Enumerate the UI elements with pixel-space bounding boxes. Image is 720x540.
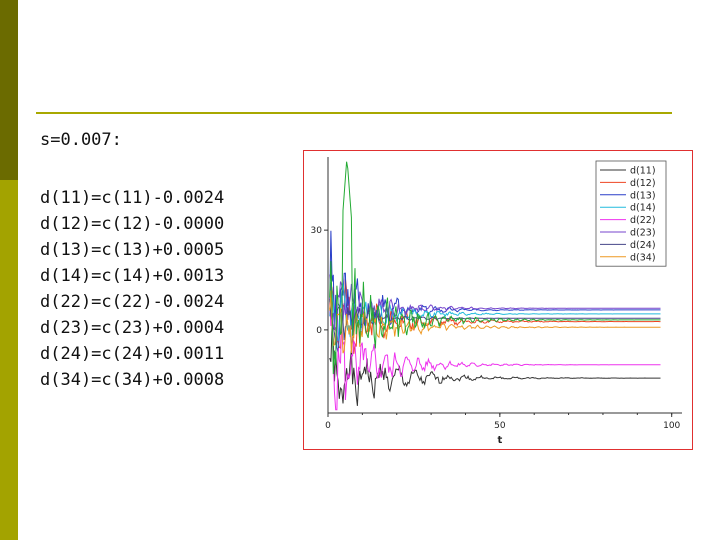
x-tick-label-2: 100 <box>663 421 680 431</box>
page-heading: s=0.007: <box>40 130 122 150</box>
equation-d11: d(11)=c(11)-0.0024 <box>40 188 225 208</box>
legend-label-2: d(13) <box>630 190 656 201</box>
chart-frame: 0 50 100 0 30 t d(11) d(12) d(13) d(14) d(22) d(23)… <box>303 150 693 450</box>
legend-label-5: d(23) <box>630 228 656 239</box>
equation-d13: d(13)=c(13)+0.0005 <box>40 240 225 260</box>
x-tick-label-1: 50 <box>494 421 506 431</box>
series-line-5 <box>329 274 661 343</box>
x-axis-label: t <box>497 435 502 446</box>
legend-box <box>595 160 667 267</box>
equation-d23: d(23)=c(23)+0.0004 <box>40 318 225 338</box>
equation-d12: d(12)=c(12)-0.0000 <box>40 214 225 234</box>
legend-label-1: d(12) <box>630 178 656 189</box>
series-line-4 <box>329 302 661 411</box>
line-chart: 0 50 100 0 30 t d(11)d(12)d(13) d(14)d(22) d(23)… <box>311 157 682 446</box>
series-line-0 <box>329 325 661 406</box>
sidebar-accent-dark <box>0 0 18 180</box>
legend-label-4: d(22) <box>630 215 656 226</box>
sidebar-accent-light <box>0 180 18 540</box>
y-tick-label-0: 0 <box>316 326 322 336</box>
series-line-2 <box>329 230 661 354</box>
legend-label-6: d(24) <box>630 240 656 251</box>
equation-d24: d(24)=c(24)+0.0011 <box>40 344 225 364</box>
equation-d22: d(22)=c(22)-0.0024 <box>40 292 225 312</box>
title-divider <box>36 112 672 114</box>
equation-d14: d(14)=c(14)+0.0013 <box>40 266 225 286</box>
legend-label-3: d(14) <box>630 203 656 214</box>
y-tick-label-1: 30 <box>311 226 323 236</box>
legend-label-0: d(11) <box>630 166 656 177</box>
legend-label-7: d(34) <box>630 252 656 263</box>
equation-d34: d(34)=c(34)+0.0008 <box>40 370 225 390</box>
x-tick-label-0: 0 <box>325 421 331 431</box>
series-line-8 <box>329 161 661 375</box>
equation-list: d(11)=c(11)-0.0024 d(12)=c(12)-0.0000 d(… <box>40 185 224 393</box>
series-line-6 <box>329 298 661 345</box>
